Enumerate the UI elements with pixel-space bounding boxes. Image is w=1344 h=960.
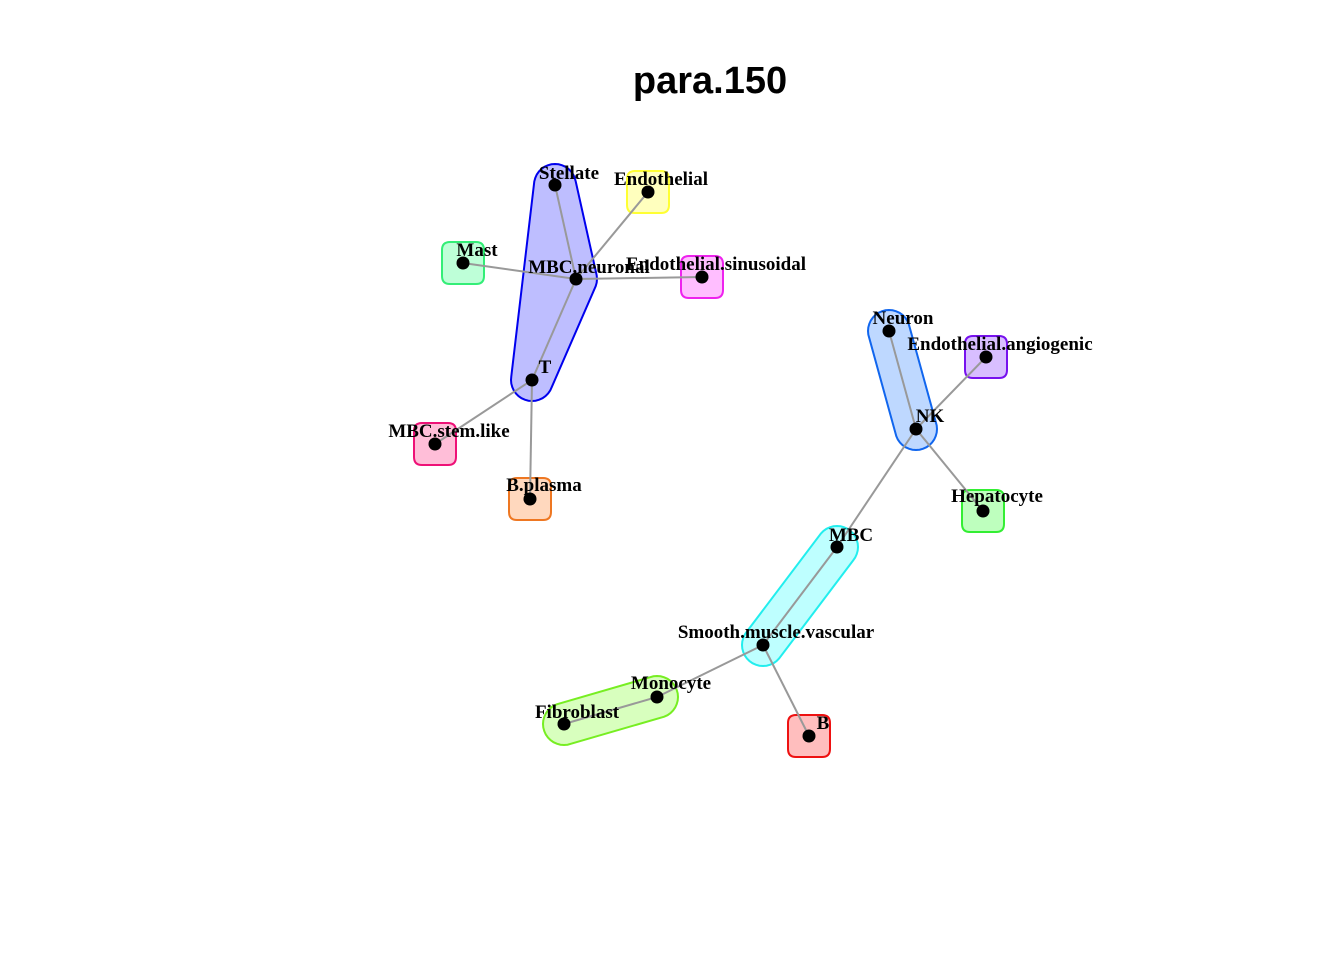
edge-endothelial_angiogenic-nk [915, 356, 987, 430]
node-mast [456, 256, 470, 270]
node-b_plasma [523, 492, 537, 506]
edge-t-mbc_stem_like [434, 379, 533, 445]
edge-nk-mbc [836, 428, 917, 548]
node-mbc_stem_like [428, 437, 442, 451]
edge-neuron-nk [888, 330, 917, 430]
group-t-cluster [509, 162, 599, 403]
edge-stellate-mbc_neuronal [554, 184, 577, 280]
node-b [802, 729, 816, 743]
node-fibroblast [557, 717, 571, 731]
edge-monocyte-fibroblast [563, 696, 658, 725]
node-endothelial_angiogenic [979, 350, 993, 364]
node-stellate [548, 178, 562, 192]
edge-endothelial-mbc_neuronal [575, 191, 649, 280]
node-label-monocyte: Monocyte [631, 673, 711, 694]
node-label-stellate: Stellate [539, 163, 599, 184]
edge-smooth_muscle_vascular-monocyte [656, 644, 764, 698]
node-hepatocyte [976, 504, 990, 518]
edge-mbc_neuronal-t [531, 278, 577, 381]
edge-mbc-smooth_muscle_vascular [762, 546, 838, 646]
node-smooth_muscle_vascular [756, 638, 770, 652]
node-label-mast: Mast [456, 240, 498, 261]
node-mbc_neuronal [569, 272, 583, 286]
node-label-endothelial: Endothelial [614, 169, 708, 190]
node-label-b: B [817, 713, 830, 734]
node-label-fibroblast: Fibroblast [535, 702, 620, 723]
node-label-hepatocyte: Hepatocyte [951, 486, 1043, 507]
node-label-nk: NK [916, 406, 945, 427]
node-mbc [830, 540, 844, 554]
node-labels: Stellate EndothelialMastMBC.neuronalEndot… [388, 163, 1092, 734]
node-t [525, 373, 539, 387]
group-hulls [413, 162, 1008, 758]
node-dots [428, 178, 993, 743]
edge-smooth_muscle_vascular-b [762, 644, 810, 737]
node-label-mbc: MBC [829, 525, 873, 546]
plot-title: para.150 [633, 60, 787, 102]
edges [434, 184, 987, 737]
node-label-endothelial_angiogenic: Endothelial.angiogenic [907, 334, 1092, 355]
node-endothelial_sinusoidal [695, 270, 709, 284]
node-label-smooth_muscle_vascular: Smooth.muscle.vascular [678, 622, 875, 643]
node-label-mbc_stem_like: MBC.stem.like [388, 421, 509, 442]
node-monocyte [650, 690, 664, 704]
edge-mbc_neuronal-endothelial_sinusoidal [575, 276, 703, 280]
edge-mast-mbc_neuronal [462, 262, 577, 280]
node-endothelial [641, 185, 655, 199]
edge-t-b_plasma [529, 379, 533, 500]
edge-nk-hepatocyte [915, 428, 984, 512]
node-neuron [882, 324, 896, 338]
node-label-b_plasma: B.plasma [506, 475, 582, 496]
node-nk [909, 422, 923, 436]
node-label-neuron: Neuron [873, 308, 934, 329]
node-label-mbc_neuronal: MBC.neuronal [528, 257, 650, 278]
node-label-endothelial_sinusoidal: Endothelial.sinusoidal [626, 254, 806, 275]
node-label-t: T [539, 357, 552, 378]
